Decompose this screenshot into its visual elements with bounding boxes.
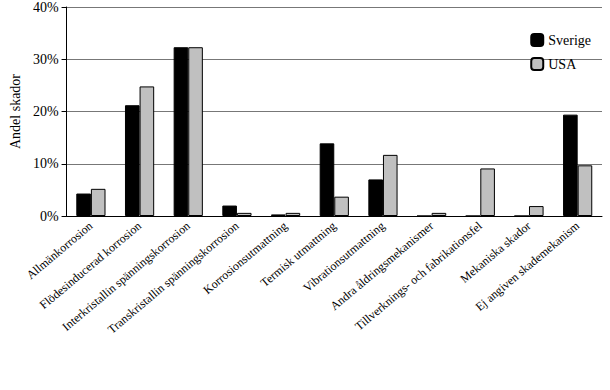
svg-text:USA: USA	[548, 57, 577, 72]
svg-text:30%: 30%	[33, 52, 59, 67]
svg-text:0%: 0%	[40, 209, 59, 224]
svg-text:Termisk utmattning: Termisk utmattning	[257, 218, 339, 290]
svg-text:Andra åldringsmekanismer: Andra åldringsmekanismer	[327, 218, 437, 314]
svg-text:Transkristallin spänningskorro: Transkristallin spänningskorrosion	[104, 218, 242, 337]
svg-text:Allmänkorrosion: Allmänkorrosion	[23, 218, 96, 283]
svg-text:Interkristallin spänningskorro: Interkristallin spänningskorrosion	[59, 218, 193, 334]
svg-text:Ej angiven skademekanism: Ej angiven skademekanism	[473, 218, 583, 314]
svg-text:Korrosionsutmattning: Korrosionsutmattning	[200, 219, 290, 297]
svg-text:Andel skador: Andel skador	[8, 74, 23, 149]
svg-text:Vibrationsutmattning: Vibrationsutmattning	[300, 219, 387, 295]
svg-text:20%: 20%	[33, 104, 59, 119]
svg-text:Tillverknings- och fabrikation: Tillverknings- och fabrikationsfel	[352, 218, 485, 334]
svg-text:10%: 10%	[33, 156, 59, 171]
svg-text:Flödesinducerad korrosion: Flödesinducerad korrosion	[36, 218, 145, 312]
svg-text:Mekaniska skador: Mekaniska skador	[457, 218, 534, 286]
svg-text:Sverige: Sverige	[548, 33, 591, 48]
svg-text:40%: 40%	[33, 0, 59, 15]
